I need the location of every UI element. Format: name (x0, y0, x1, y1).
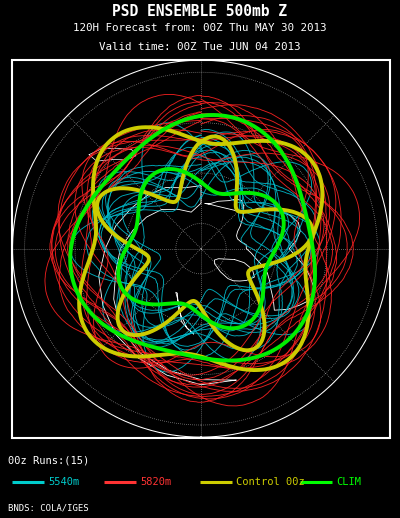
Text: PSD ENSEMBLE 500mb Z: PSD ENSEMBLE 500mb Z (112, 4, 288, 19)
Text: 00z Runs:(15): 00z Runs:(15) (8, 455, 89, 465)
Bar (12, 60, 390, 438)
Text: 120H Forecast from: 00Z Thu MAY 30 2013: 120H Forecast from: 00Z Thu MAY 30 2013 (73, 23, 327, 33)
Text: Control 00z: Control 00z (236, 477, 305, 486)
Text: Valid time: 00Z Tue JUN 04 2013: Valid time: 00Z Tue JUN 04 2013 (99, 42, 301, 52)
Text: 5540m: 5540m (48, 477, 79, 486)
Text: 5820m: 5820m (140, 477, 171, 486)
Text: BNDS: COLA/IGES: BNDS: COLA/IGES (8, 503, 89, 512)
Text: CLIM: CLIM (336, 477, 361, 486)
